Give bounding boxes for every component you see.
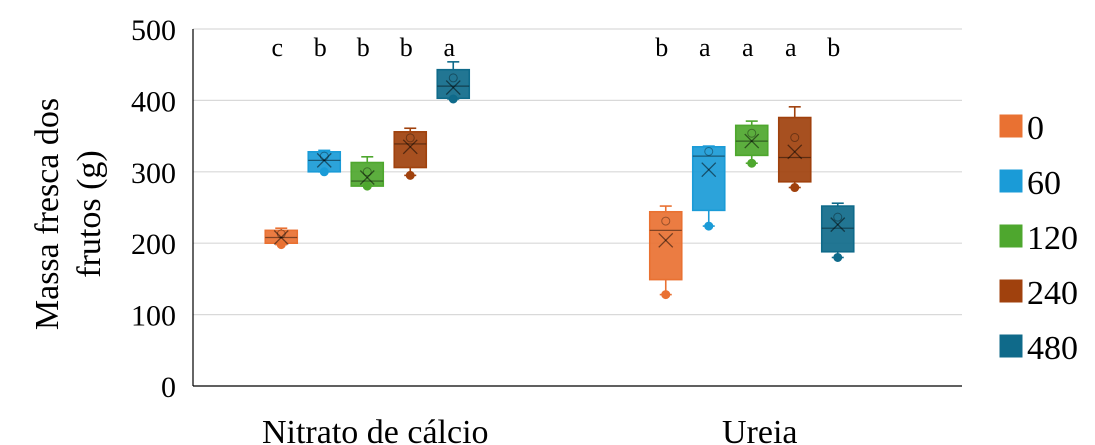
data-point <box>448 94 458 104</box>
box-120-ureia <box>734 120 769 168</box>
box-240-nitrato <box>393 127 428 180</box>
data-point <box>747 158 757 168</box>
legend-item-480: 480 <box>999 330 1078 367</box>
data-point <box>704 146 714 156</box>
legend-item-0: 0 <box>999 110 1044 147</box>
data-point <box>661 216 671 226</box>
legend-label: 0 <box>1027 110 1044 147</box>
mean-marker <box>402 139 418 155</box>
legend-swatch <box>999 279 1023 303</box>
data-point <box>704 221 714 231</box>
mean-marker <box>359 170 375 185</box>
significance-letter: b <box>400 33 413 62</box>
mean-marker <box>787 144 803 160</box>
significance-letter: b <box>655 33 668 62</box>
y-tick-label: 500 <box>131 14 176 47</box>
box-iqr <box>777 116 812 183</box>
box-iqr <box>820 205 855 253</box>
data-point <box>319 151 329 161</box>
box-60-nitrato <box>307 149 342 177</box>
mean-marker <box>273 230 289 245</box>
y-axis: 0 100 200 300 400 500 <box>131 14 194 404</box>
data-point <box>790 183 800 193</box>
significance-letter: a <box>699 33 711 62</box>
data-point <box>833 252 843 262</box>
x-tick-label: Nitrato de cálcio <box>262 414 489 445</box>
legend-swatch <box>999 114 1023 138</box>
data-point <box>319 167 329 177</box>
box-iqr <box>436 68 471 100</box>
y-tick-label: 100 <box>131 300 176 333</box>
data-point <box>276 240 286 250</box>
mean-marker <box>316 152 332 168</box>
significance-letter: b <box>314 33 327 62</box>
x-axis: Nitrato de cálcio Ureia <box>193 385 962 445</box>
significance-letter: b <box>357 33 370 62</box>
data-point <box>362 167 372 177</box>
box-iqr <box>648 210 683 281</box>
mean-marker <box>744 133 760 149</box>
y-tick-label: 400 <box>131 85 176 118</box>
legend-label: 120 <box>1027 220 1078 257</box>
mean-marker <box>445 80 461 96</box>
significance-letter: a <box>742 33 754 62</box>
boxes <box>264 61 855 300</box>
legend-item-120: 120 <box>999 220 1078 257</box>
box-480-nitrato <box>436 61 471 104</box>
significance-letter: c <box>271 33 283 62</box>
legend-label: 60 <box>1027 165 1061 202</box>
data-point <box>448 73 458 83</box>
legend: 0 60 120 240 480 <box>999 110 1078 367</box>
significance-letter: a <box>443 33 455 62</box>
y-tick-label: 0 <box>161 371 176 404</box>
box-240-ureia <box>777 106 812 193</box>
y-tick-label: 300 <box>131 157 176 190</box>
data-point <box>405 170 415 180</box>
data-point <box>661 290 671 300</box>
box-60-ureia <box>691 145 726 231</box>
data-point <box>276 229 286 239</box>
legend-item-60: 60 <box>999 165 1061 202</box>
mean-marker <box>658 232 674 248</box>
data-point <box>747 128 757 138</box>
box-iqr <box>393 131 428 169</box>
legend-label: 240 <box>1027 275 1078 312</box>
y-tick-label: 200 <box>131 228 176 261</box>
box-iqr <box>691 146 726 212</box>
y-axis-label-line-2: frutos (g) <box>71 150 108 277</box>
legend-label: 480 <box>1027 330 1078 367</box>
legend-swatch <box>999 224 1023 248</box>
box-iqr <box>734 124 769 157</box>
mean-marker <box>701 162 717 178</box>
y-axis-label-line-1: Massa fresca dos <box>29 98 66 330</box>
data-point <box>790 133 800 143</box>
data-point <box>833 212 843 222</box>
box-0-ureia <box>648 205 683 300</box>
x-tick-label: Ureia <box>722 414 798 445</box>
box-120-nitrato <box>350 156 385 191</box>
legend-swatch <box>999 334 1023 358</box>
significance-letter: b <box>827 33 840 62</box>
box-0-nitrato <box>264 227 299 250</box>
legend-item-240: 240 <box>999 275 1078 312</box>
data-point <box>405 133 415 143</box>
significance-letter: a <box>785 33 797 62</box>
data-point <box>362 181 372 191</box>
box-480-ureia <box>820 202 855 262</box>
legend-swatch <box>999 169 1023 193</box>
mean-marker <box>830 217 846 233</box>
